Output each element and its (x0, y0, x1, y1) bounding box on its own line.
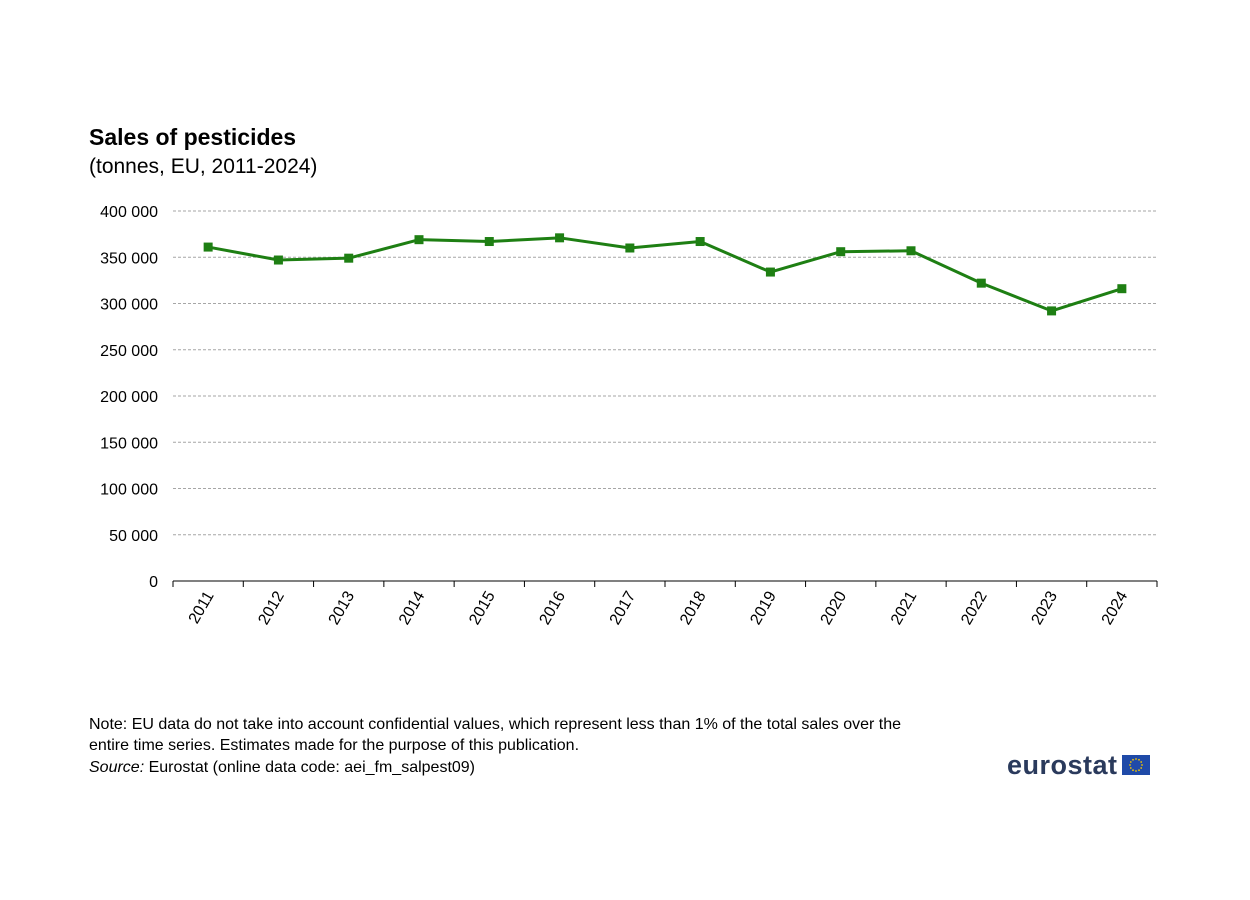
x-tick-label: 2015 (466, 588, 499, 627)
flag-star (1131, 769, 1134, 772)
x-tick-label: 2011 (186, 588, 218, 626)
x-tick-label: 2016 (537, 588, 570, 627)
y-tick-label: 50 000 (109, 528, 158, 545)
chart-source: Source: Eurostat (online data code: aei_… (89, 759, 475, 777)
x-tick-label: 2022 (958, 588, 991, 627)
data-point (695, 237, 705, 247)
y-tick-label: 250 000 (100, 343, 158, 360)
y-tick-label: 200 000 (100, 389, 158, 406)
x-tick-labels: 2011 2012 2013 2014 2015 2016 2017 2018 2019 2020… (186, 588, 1132, 627)
flag-star (1134, 758, 1137, 760)
eu-flag-icon (1121, 755, 1150, 775)
chart-title: Sales of pesticides (89, 124, 297, 150)
chart-note: Note: EU data do not take into account c… (89, 716, 902, 754)
flag-star (1137, 758, 1140, 761)
x-tick-label: 2018 (677, 588, 710, 627)
grid-lines (173, 210, 1157, 536)
x-tick-label: 2020 (818, 588, 851, 627)
data-point (1047, 306, 1057, 316)
series-line (207, 236, 1123, 313)
data-point (555, 233, 565, 243)
y-tick-label: 350 000 (100, 250, 158, 267)
data-point (625, 243, 635, 253)
x-tick-label: 2021 (888, 588, 921, 627)
x-tick-label: 2024 (1099, 588, 1132, 627)
y-tick-labels: 0 50 000 100 000 150 000 200 000 250 000 300 0… (100, 204, 158, 591)
x-axis (172, 580, 1158, 587)
source-label: Source: (89, 759, 145, 776)
flag-star (1137, 769, 1140, 772)
data-point (414, 235, 424, 245)
flag-star (1128, 764, 1131, 766)
flag-star (1139, 761, 1142, 763)
flag-star (1129, 767, 1132, 769)
eurostat-logo: eurostat (1007, 749, 1150, 781)
flag-star (1131, 758, 1134, 761)
y-tick-label: 100 000 (100, 482, 158, 499)
x-tick-label: 2013 (326, 588, 359, 627)
data-point (344, 253, 354, 263)
x-tick-label: 2014 (396, 588, 429, 627)
y-tick-label: 0 (149, 574, 158, 591)
source-text: Eurostat (online data code: aei_fm_salpe… (144, 759, 476, 776)
data-point (836, 247, 846, 257)
flag-star (1134, 770, 1137, 772)
x-tick-label: 2019 (747, 588, 780, 627)
x-tick-label: 2017 (607, 588, 640, 627)
data-point (1117, 284, 1127, 294)
chart-subtitle: (tonnes, EU, 2011-2024) (89, 155, 318, 178)
data-point (765, 267, 775, 277)
x-tick-label: 2023 (1029, 588, 1062, 627)
flag-star (1129, 761, 1132, 763)
y-tick-label: 300 000 (100, 297, 158, 314)
data-point (273, 255, 283, 265)
series (203, 233, 1127, 316)
y-tick-label: 150 000 (100, 435, 158, 452)
data-point (203, 242, 213, 252)
flag-star (1140, 764, 1143, 766)
x-tick-label: 2012 (255, 588, 288, 627)
data-point (906, 246, 916, 256)
logo-wordmark: eurostat (1007, 749, 1118, 780)
data-point (484, 237, 494, 247)
y-tick-label: 400 000 (100, 204, 158, 221)
data-point (976, 278, 986, 288)
flag-star (1139, 767, 1142, 769)
